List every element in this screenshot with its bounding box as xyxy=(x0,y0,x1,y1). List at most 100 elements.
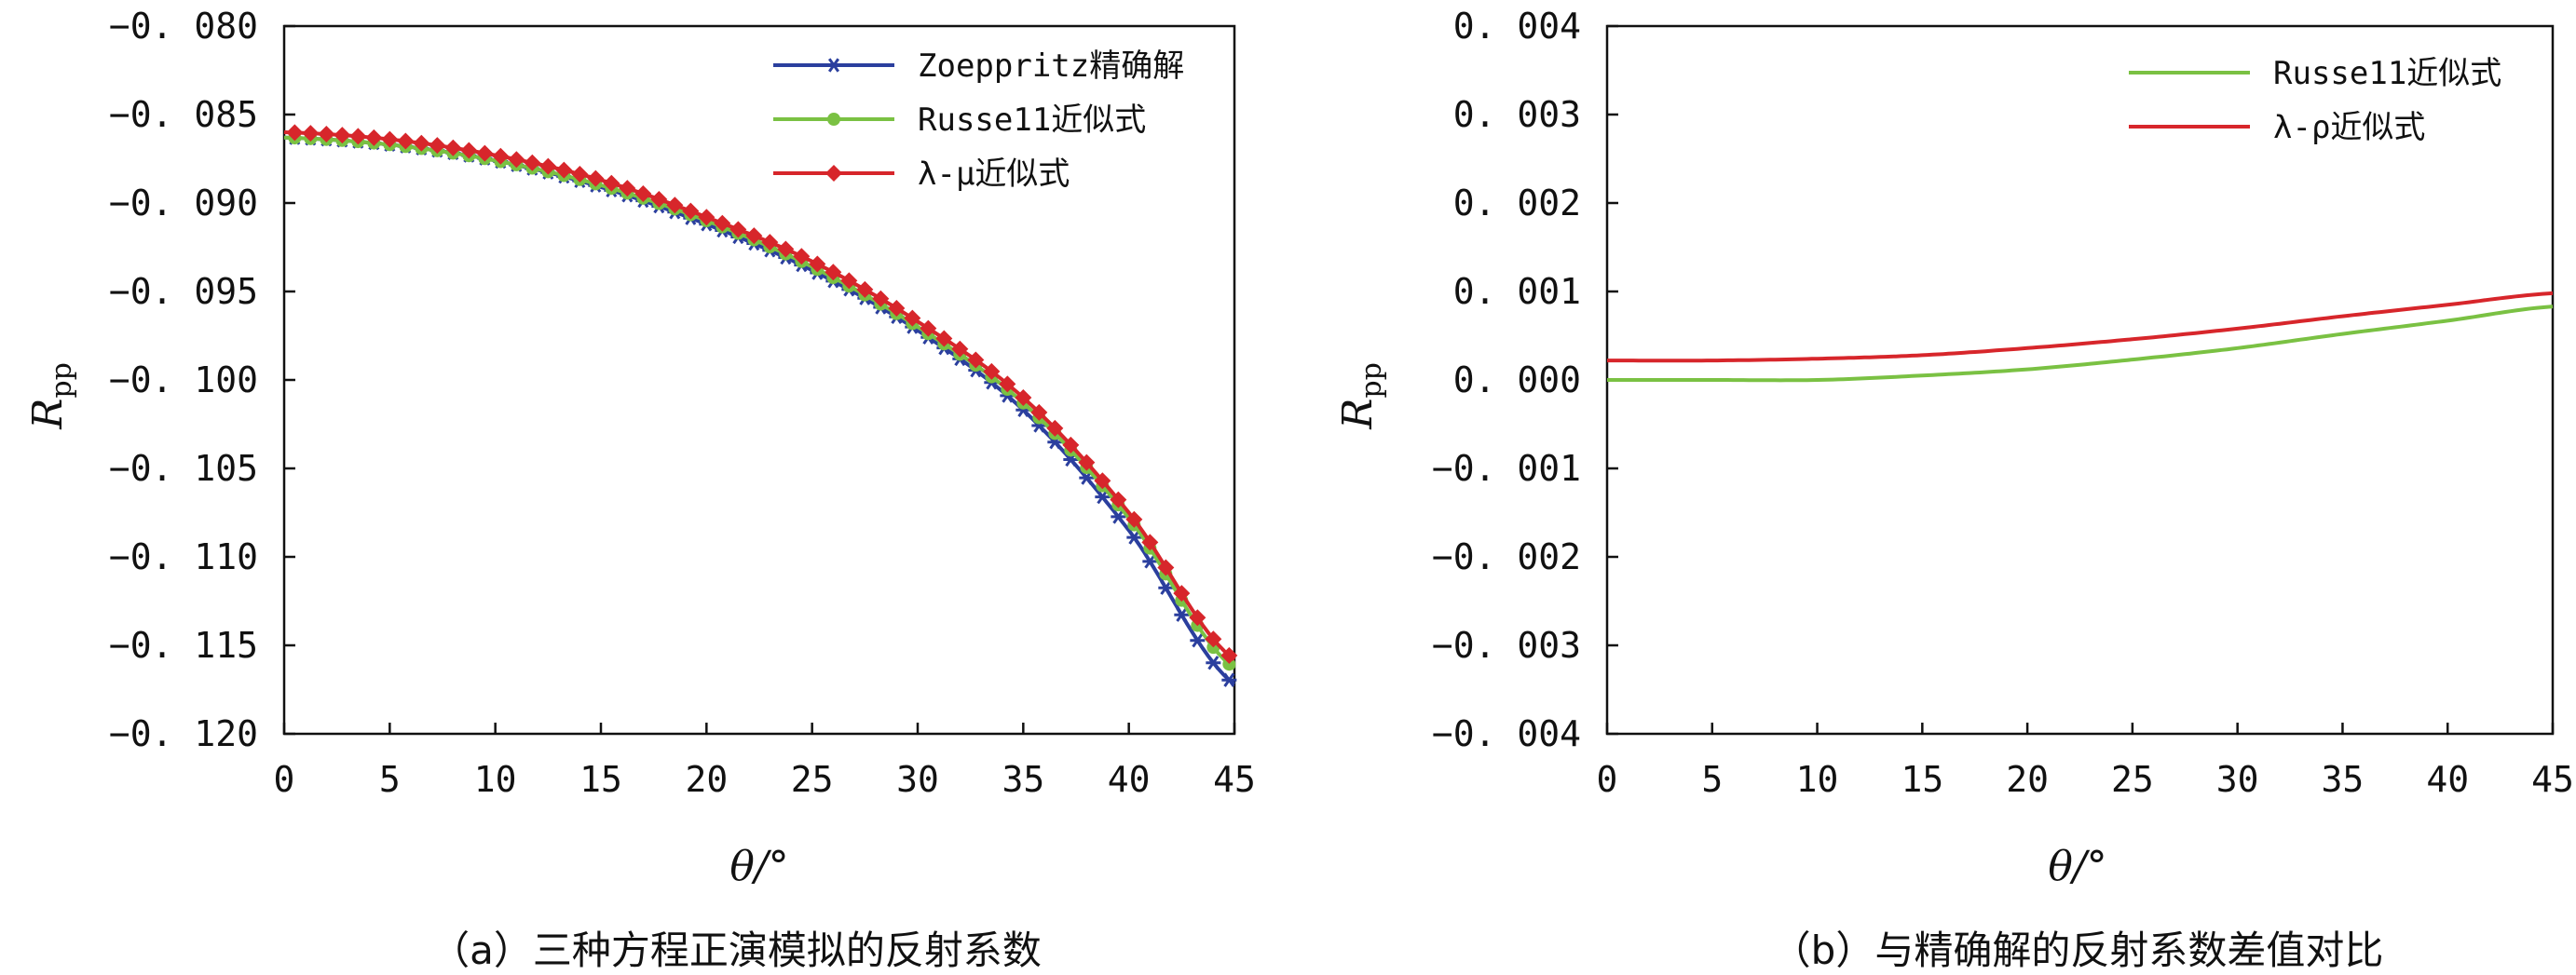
y-tick-label: 0. 004 xyxy=(1453,6,1581,47)
x-tick-label: 15 xyxy=(1901,759,1943,800)
x-tick-label: 10 xyxy=(474,759,517,800)
data-point xyxy=(967,351,985,369)
data-point xyxy=(1158,580,1174,595)
y-tick-label: −0. 002 xyxy=(1432,536,1581,577)
data-point xyxy=(1190,633,1206,648)
x-tick-label: 45 xyxy=(2531,759,2574,800)
data-point xyxy=(492,147,510,165)
x-ticks: 0 5 10 15 20 25 30 35 40 45 xyxy=(1597,723,2574,800)
data-point xyxy=(397,132,415,150)
data-point xyxy=(935,330,953,347)
y-tick-label: 0. 000 xyxy=(1453,359,1581,400)
data-point xyxy=(888,300,906,318)
series-lines xyxy=(283,124,1238,687)
legend-marker xyxy=(826,58,841,73)
y-tick-label: −0. 095 xyxy=(109,271,258,312)
data-point xyxy=(999,375,1016,393)
y-tick-label: −0. 115 xyxy=(109,625,258,666)
series-lines xyxy=(1607,291,2554,383)
data-point xyxy=(1142,554,1158,569)
y-tick-label: −0. 003 xyxy=(1432,625,1581,666)
series-line-russe11 xyxy=(283,135,1236,670)
data-point xyxy=(603,174,620,192)
series-line-series xyxy=(283,130,1236,661)
y-ticks: −0. 080 −0. 085 −0. 090 −0. 095 −0. 100 −0. 1… xyxy=(109,6,295,754)
series-markers-zoeppritz xyxy=(287,130,1237,687)
x-tick-label: 40 xyxy=(2426,759,2469,800)
data-point xyxy=(1206,656,1221,670)
y-axis-label: Rpp xyxy=(1334,362,1388,430)
data-point xyxy=(349,128,367,145)
x-tick-label: 5 xyxy=(379,759,401,800)
data-point xyxy=(1094,472,1111,490)
legend: Zoeppritz精确解 Russe11近似式 λ-μ近似式 xyxy=(773,47,1184,193)
data-point xyxy=(650,190,668,208)
data-point xyxy=(476,144,494,162)
data-point xyxy=(524,154,541,171)
data-point xyxy=(381,130,399,148)
y-tick-label: −0. 090 xyxy=(109,183,258,223)
data-point xyxy=(1046,419,1064,437)
data-point xyxy=(1141,534,1159,551)
data-point xyxy=(666,196,684,214)
data-point xyxy=(318,126,335,143)
x-axis-label: θ/° xyxy=(729,843,788,890)
panel-caption: （a）三种方程正演模拟的反射系数 xyxy=(430,928,1042,973)
y-ticks: 0. 004 0. 003 0. 002 0. 001 0. 000 −0. 001 −0.… xyxy=(1432,6,1618,754)
legend-label: Zoeppritz精确解 xyxy=(918,47,1184,85)
data-point xyxy=(460,142,478,159)
y-tick-label: 0. 002 xyxy=(1453,183,1581,223)
data-point xyxy=(856,280,874,298)
data-point xyxy=(698,209,716,226)
data-point xyxy=(729,221,747,238)
data-point xyxy=(1110,491,1127,508)
y-tick-label: −0. 100 xyxy=(109,359,258,400)
data-point xyxy=(429,137,446,155)
data-point xyxy=(555,161,573,179)
legend-label: Russe11近似式 xyxy=(2273,55,2501,92)
data-point xyxy=(1205,630,1222,648)
data-point xyxy=(920,319,937,337)
x-tick-label: 25 xyxy=(2111,759,2154,800)
y-tick-label: −0. 080 xyxy=(109,6,258,47)
y-tick-label: −0. 110 xyxy=(109,536,258,577)
y-tick-label: −0. 120 xyxy=(109,713,258,754)
data-point xyxy=(1111,509,1126,524)
y-tick-label: −0. 085 xyxy=(109,94,258,135)
x-tick-label: 15 xyxy=(579,759,622,800)
data-point xyxy=(840,272,858,290)
data-point xyxy=(904,309,921,327)
data-point xyxy=(1078,454,1096,471)
data-point xyxy=(745,227,763,245)
data-point xyxy=(302,125,320,142)
data-point xyxy=(951,340,969,358)
data-point xyxy=(793,248,811,265)
panel-caption: （b）与精确解的反射系数差值对比 xyxy=(1772,928,2384,973)
series-markers-russe11 xyxy=(288,131,1236,671)
y-axis-label: Rpp xyxy=(24,362,78,430)
data-point xyxy=(334,127,351,144)
data-point xyxy=(809,255,826,273)
x-tick-label: 5 xyxy=(1701,759,1723,800)
x-tick-label: 25 xyxy=(791,759,834,800)
data-point xyxy=(872,290,890,307)
panel-b: 0. 004 0. 003 0. 002 0. 001 0. 000 −0. 001 −0.… xyxy=(1334,6,2574,973)
data-point xyxy=(286,124,304,142)
series-line-zoeppritz xyxy=(283,135,1236,686)
y-tick-label: −0. 001 xyxy=(1432,448,1581,489)
data-point xyxy=(1222,657,1236,671)
data-point xyxy=(1189,609,1206,627)
legend-marker xyxy=(827,113,840,126)
data-point xyxy=(1030,403,1048,421)
data-point xyxy=(539,157,557,175)
series-line-series xyxy=(1607,291,2554,363)
data-point xyxy=(761,234,779,251)
x-tick-label: 20 xyxy=(685,759,728,800)
data-point xyxy=(444,139,462,156)
data-point xyxy=(714,214,731,232)
x-ticks: 0 5 10 15 20 25 30 35 40 45 xyxy=(274,723,1256,800)
series-line-russe11 xyxy=(1607,305,2554,383)
x-axis-label: θ/° xyxy=(2048,843,2106,890)
data-point xyxy=(571,165,589,183)
